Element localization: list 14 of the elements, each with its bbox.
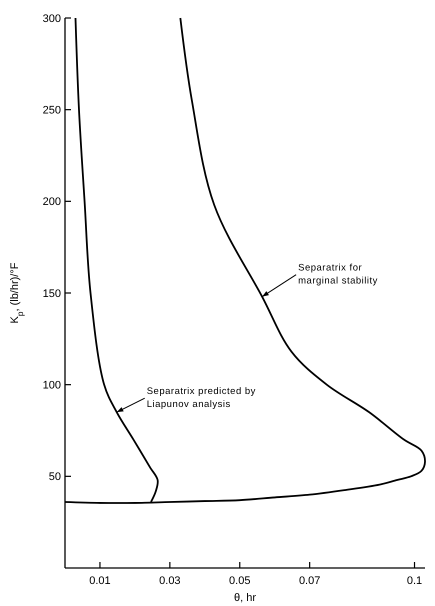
y-tick-label: 200 (42, 196, 61, 208)
y-tick-label: 50 (48, 471, 61, 484)
x-axis-title: θ, hr (234, 592, 256, 604)
annotation: Separatrix predicted by Liapunov analysis (146, 386, 256, 410)
x-tick-label: 0.05 (229, 575, 250, 587)
y-tick-label: 150 (42, 288, 61, 300)
x-tick-label: 0.03 (159, 575, 181, 587)
x-tick-label: 0.1 (406, 575, 422, 587)
annotation: Separatrix for marginal stability (298, 262, 378, 287)
y-tick-label: 250 (42, 104, 61, 117)
x-tick-label: 0.01 (89, 575, 111, 587)
x-tick-label: 0.07 (298, 575, 320, 587)
y-tick-label: 100 (42, 380, 61, 392)
y-tick-label: 300 (42, 12, 61, 25)
